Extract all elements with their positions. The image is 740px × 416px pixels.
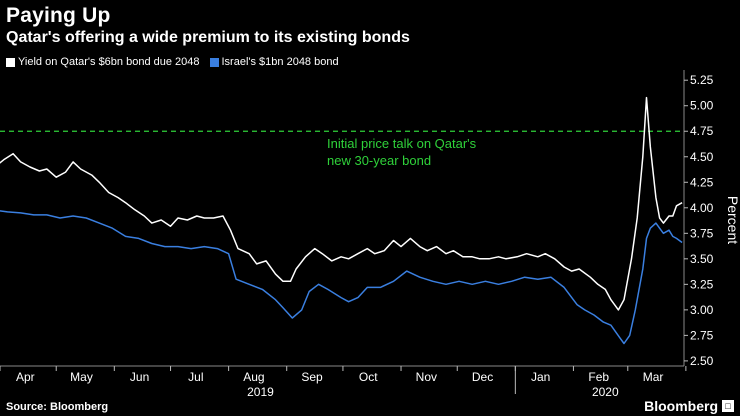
reference-label: Initial price talk on Qatar's (327, 136, 477, 151)
legend-item-israel: Israel's $1bn 2048 bond (209, 56, 339, 68)
brand-name: Bloomberg (644, 398, 718, 414)
chart-subtitle: Qatar's offering a wide premium to its e… (6, 29, 410, 46)
plot-area (0, 70, 684, 366)
series-line-israel (0, 210, 683, 345)
x-tick-label: May (70, 370, 93, 384)
y-tick-label: 2.75 (690, 328, 714, 342)
y-tick-label: 5.00 (690, 99, 714, 113)
x-tick-label: Nov (416, 370, 437, 384)
x-year-label: 2020 (592, 385, 619, 399)
x-tick-label: Sep (301, 370, 323, 384)
y-tick-label: 3.00 (690, 303, 714, 317)
y-tick-label: 2.50 (690, 354, 714, 368)
y-tick-label: 3.75 (690, 226, 714, 240)
y-tick-label: 4.75 (690, 124, 714, 138)
y-tick-label: 4.50 (690, 150, 714, 164)
y-tick-label: 4.25 (690, 175, 714, 189)
series-line-qatar (0, 96, 683, 311)
legend-swatch-qatar (6, 57, 15, 67)
legend-label-qatar: Yield on Qatar's $6bn bond due 2048 (18, 56, 200, 68)
legend: Yield on Qatar's $6bn bond due 2048 Isra… (6, 56, 339, 68)
y-tick-label: 5.25 (690, 73, 714, 87)
y-tick-label: 3.25 (690, 277, 714, 291)
bloomberg-logo: Bloomberg □ (644, 398, 734, 414)
reference-label: new 30-year bond (327, 153, 431, 168)
y-axis-title: Percent (725, 196, 740, 244)
legend-item-qatar: Yield on Qatar's $6bn bond due 2048 (6, 56, 200, 68)
legend-swatch-israel (209, 57, 219, 67)
x-tick-label: Aug (243, 370, 264, 384)
chart-title: Paying Up (6, 4, 111, 27)
x-tick-label: Oct (359, 370, 378, 384)
x-year-label: 2019 (247, 385, 274, 399)
bloomberg-icon: □ (722, 400, 734, 412)
x-tick-label: Mar (643, 370, 664, 384)
x-tick-label: Jun (130, 370, 149, 384)
y-tick-label: 4.00 (690, 201, 714, 215)
x-tick-label: Jul (188, 370, 203, 384)
source-note: Source: Bloomberg (6, 401, 109, 413)
x-tick-label: Dec (472, 370, 493, 384)
x-tick-label: Jan (531, 370, 550, 384)
y-tick-label: 3.50 (690, 252, 714, 266)
legend-label-israel: Israel's $1bn 2048 bond (221, 56, 339, 68)
x-tick-label: Apr (16, 370, 35, 384)
x-tick-label: Feb (588, 370, 609, 384)
